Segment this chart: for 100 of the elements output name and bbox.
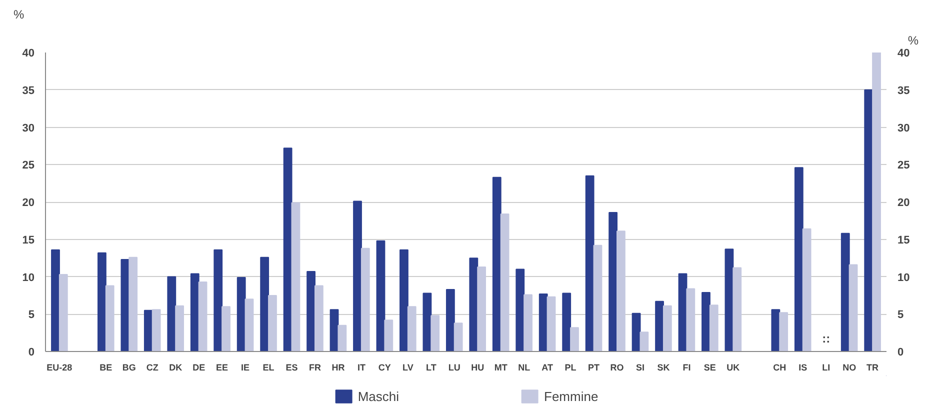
y-axis-title: % xyxy=(14,8,24,22)
bar xyxy=(291,202,300,352)
y2-tick-label: 10 xyxy=(898,272,910,284)
bar xyxy=(407,306,416,352)
bar xyxy=(120,259,130,352)
bar xyxy=(175,305,184,352)
y-tick-label: 35 xyxy=(22,84,35,97)
bar xyxy=(524,294,532,352)
bar xyxy=(794,167,804,352)
y2-tick-label: 0 xyxy=(898,346,904,358)
bar xyxy=(244,298,254,352)
legend-label: Femmine xyxy=(544,388,598,404)
x-tick-label: DK xyxy=(169,362,183,372)
y2-tick-label: 20 xyxy=(898,197,910,209)
y-tick-label: 5 xyxy=(28,309,35,322)
y-tick-label: 25 xyxy=(22,160,35,172)
y-tick-label: 20 xyxy=(22,197,35,209)
bar xyxy=(260,256,270,352)
bar xyxy=(771,309,780,352)
bar xyxy=(516,268,525,352)
y2-tick-label: 15 xyxy=(898,234,910,246)
bar xyxy=(98,252,106,352)
bar xyxy=(268,294,277,352)
bar xyxy=(570,327,579,352)
x-tick-label: SK xyxy=(657,362,670,372)
bar xyxy=(236,276,246,352)
bar xyxy=(546,296,556,352)
bar xyxy=(353,200,362,352)
annotation: :: xyxy=(822,332,830,346)
y-tick-label: 0 xyxy=(28,346,35,358)
y2-tick-label: 35 xyxy=(898,84,910,97)
x-tick-label: SI xyxy=(636,362,645,372)
x-tick-label: IT xyxy=(357,362,366,372)
x-tick-label: AT xyxy=(542,362,554,372)
bar xyxy=(190,273,200,352)
bar xyxy=(167,276,176,352)
x-tick-label: HU xyxy=(471,362,484,372)
bar xyxy=(222,306,230,352)
x-tick-label: FR xyxy=(308,362,322,372)
bar xyxy=(802,228,812,352)
x-tick-label: FI xyxy=(682,362,691,372)
bar xyxy=(686,288,696,352)
bar xyxy=(469,258,478,352)
x-tick-label: MT xyxy=(494,362,508,372)
x-tick-label: CH xyxy=(773,362,786,372)
bar xyxy=(779,312,788,352)
x-tick-label: LV xyxy=(402,362,414,372)
bar xyxy=(732,267,742,352)
bar xyxy=(400,249,408,352)
y2-tick-label: 25 xyxy=(898,160,910,172)
x-tick-label: EU-28 xyxy=(46,362,72,372)
y-tick-label: 10 xyxy=(22,272,35,284)
x-tick-label: EL xyxy=(262,362,275,372)
bar xyxy=(662,305,672,352)
x-tick-label: PT xyxy=(588,362,600,372)
bar xyxy=(492,176,502,352)
x-tick-label: DE xyxy=(192,362,206,372)
x-tick-label: RO xyxy=(610,362,624,372)
bar xyxy=(376,240,386,352)
x-tick-label: LT xyxy=(426,362,437,372)
y2-axis-title: % xyxy=(908,34,919,48)
x-tick-label: CZ xyxy=(146,362,159,372)
x-tick-label: UK xyxy=(726,362,740,372)
x-tick-label: EE xyxy=(216,362,228,372)
bar xyxy=(864,89,874,352)
x-tick-label: IE xyxy=(241,362,250,372)
bar xyxy=(51,249,60,352)
bar xyxy=(198,281,208,352)
x-tick-label: HR xyxy=(332,362,346,372)
bar xyxy=(655,300,664,352)
bar xyxy=(338,324,347,352)
bar xyxy=(640,332,649,352)
bar xyxy=(593,244,602,352)
bar xyxy=(430,315,440,352)
bar xyxy=(128,256,138,352)
x-tick-label: NL xyxy=(518,362,531,372)
bar xyxy=(562,292,572,352)
x-tick-label: PL xyxy=(564,362,577,372)
x-tick-label: BG xyxy=(122,362,136,372)
bar xyxy=(709,304,718,352)
bar xyxy=(446,288,455,352)
bar xyxy=(702,292,710,352)
bar xyxy=(538,293,548,352)
x-tick-label: IS xyxy=(798,362,808,372)
bar xyxy=(283,148,292,352)
bar xyxy=(616,230,626,352)
x-tick-label: ES xyxy=(286,362,298,372)
y2-tick-label: 5 xyxy=(898,309,904,322)
x-tick-label: LU xyxy=(448,362,460,372)
bar xyxy=(454,322,463,352)
bar xyxy=(105,285,114,352)
bar xyxy=(872,52,881,352)
bar xyxy=(314,285,324,352)
y2-tick-label: 40 xyxy=(898,48,910,60)
x-tick-label: NO xyxy=(842,362,856,372)
y-tick-label: 40 xyxy=(22,48,35,60)
bar xyxy=(848,264,858,352)
x-tick-label: CY xyxy=(378,362,391,372)
y2-tick-label: 30 xyxy=(898,122,910,134)
bar xyxy=(840,232,850,352)
